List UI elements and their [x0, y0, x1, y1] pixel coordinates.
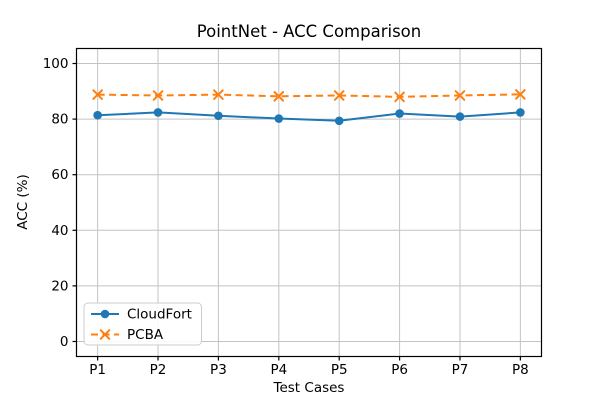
data-point-cloudfort — [93, 110, 102, 120]
x-tick-label: P6 — [391, 362, 408, 378]
series-line-cloudfort — [97, 111, 521, 122]
data-point-pcba — [333, 90, 345, 101]
data-point-cloudfort — [334, 116, 344, 126]
data-point-cloudfort — [516, 108, 525, 117]
data-point-pcba — [454, 90, 466, 101]
legend: CloudFort PCBA — [83, 302, 202, 346]
y-tick-label: 20 — [51, 278, 68, 294]
x-tick-label: P4 — [270, 362, 287, 378]
data-point-cloudfort — [274, 114, 284, 123]
y-tick-label: 40 — [51, 223, 68, 239]
legend-label-cloudfort: CloudFort — [127, 307, 192, 323]
y-tick-label: 60 — [51, 167, 68, 183]
data-point-cloudfort — [395, 109, 404, 118]
plot-border — [75, 47, 543, 358]
data-point-pcba — [273, 91, 285, 102]
series-cloudfort — [93, 108, 525, 126]
legend-marker-pcba — [99, 329, 111, 340]
axes: 0 20 40 60 80 100 P1 P2 P3 P4 P5 P6 P7 P8 — [43, 47, 543, 378]
data-point-cloudfort — [455, 112, 465, 121]
data-point-pcba — [394, 91, 405, 103]
y-axis-label: ACC (%) — [15, 174, 31, 230]
x-tick-label: P2 — [150, 362, 167, 378]
x-tick-label: P3 — [210, 362, 227, 378]
series — [92, 89, 526, 126]
chart-title: PointNet - ACC Comparison — [197, 22, 421, 41]
x-axis-label: Test Cases — [273, 380, 345, 396]
data-point-pcba — [213, 89, 224, 100]
y-tick-label: 80 — [51, 112, 68, 128]
x-tick-label: P8 — [512, 362, 529, 378]
data-point-pcba — [515, 89, 526, 100]
legend-marker-cloudfort — [100, 309, 110, 319]
data-point-cloudfort — [153, 108, 163, 117]
data-point-pcba — [152, 90, 164, 101]
y-tick-label: 0 — [60, 334, 69, 350]
x-tick-label: P7 — [452, 362, 469, 378]
data-point-pcba — [92, 89, 103, 100]
x-tick-label: P1 — [89, 362, 106, 378]
series-line-pcba — [97, 93, 521, 98]
legend-label-pcba: PCBA — [127, 327, 164, 343]
data-point-cloudfort — [214, 111, 223, 121]
series-pcba — [92, 89, 526, 103]
y-tick-label: 100 — [43, 56, 69, 72]
x-tick-label: P5 — [331, 362, 348, 378]
